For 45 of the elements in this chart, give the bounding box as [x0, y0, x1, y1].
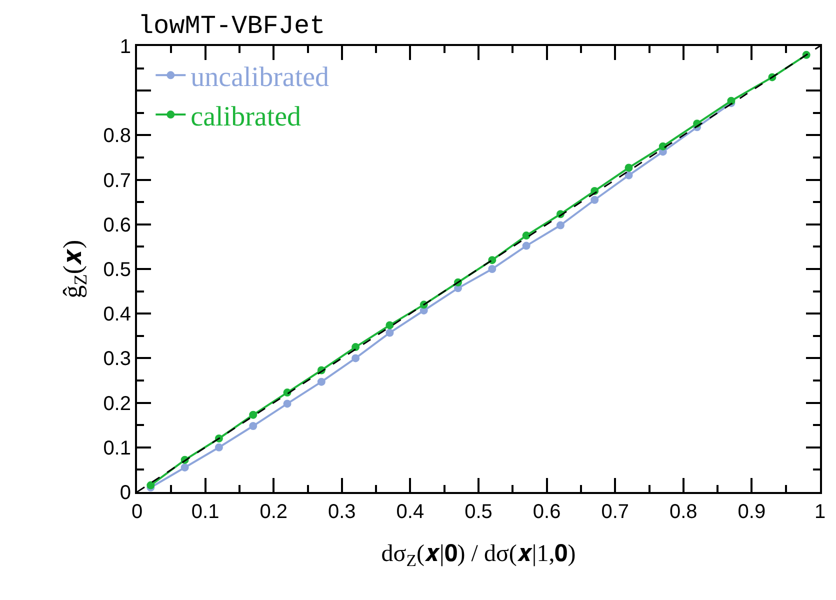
- point: [146, 481, 155, 490]
- point: [727, 96, 736, 105]
- point: [556, 221, 564, 230]
- y-tick-label: 0.1: [103, 437, 131, 460]
- point: [590, 196, 599, 204]
- point: [522, 232, 530, 240]
- y-tick-label: 0.6: [103, 214, 131, 236]
- x-tick-label: 0.3: [328, 501, 356, 523]
- point: [352, 343, 360, 352]
- point: [180, 463, 189, 472]
- chart-title: lowMT-VBFJet: [138, 11, 326, 42]
- point: [386, 321, 394, 330]
- point: [249, 422, 258, 430]
- y-tick-label: 0.5: [103, 259, 131, 281]
- x-tick-label: 0.7: [601, 501, 630, 523]
- x-tick-label: 0.1: [191, 501, 220, 523]
- x-tick-label: 0.8: [669, 501, 698, 523]
- legend-label: calibrated: [190, 101, 302, 132]
- y-tick-label: 0.3: [103, 348, 131, 370]
- x-tick-label: 0.4: [396, 501, 424, 523]
- point: [249, 410, 258, 419]
- point: [214, 443, 223, 452]
- point: [488, 256, 496, 264]
- point: [352, 354, 360, 362]
- y-tick-label: 0.7: [103, 170, 131, 192]
- y-tick-label: 0: [120, 482, 131, 504]
- x-tick-label: 0.2: [260, 501, 288, 523]
- point: [488, 265, 496, 273]
- point: [624, 164, 633, 172]
- x-tick-label: 0.5: [464, 501, 492, 523]
- legend-label: uncalibrated: [190, 62, 330, 94]
- x-axis-title: dσ$_{Z}$(𝒙|𝟎) / dσ(𝒙|1,𝟎): [381, 540, 576, 570]
- y-tick-label: 0.4: [103, 304, 131, 326]
- y-tick-label: 0.8: [103, 125, 131, 148]
- x-tick-label: 1: [814, 501, 826, 523]
- point: [624, 171, 633, 180]
- point: [658, 142, 667, 150]
- point: [283, 400, 292, 408]
- x-tick-label: 0.6: [532, 501, 561, 523]
- point: [386, 328, 394, 337]
- y-tick-label: 0.2: [103, 392, 131, 415]
- point: [317, 378, 326, 386]
- y-tick-label: 1: [120, 36, 131, 58]
- x-tick-label: 0.9: [738, 501, 766, 523]
- point: [522, 242, 530, 250]
